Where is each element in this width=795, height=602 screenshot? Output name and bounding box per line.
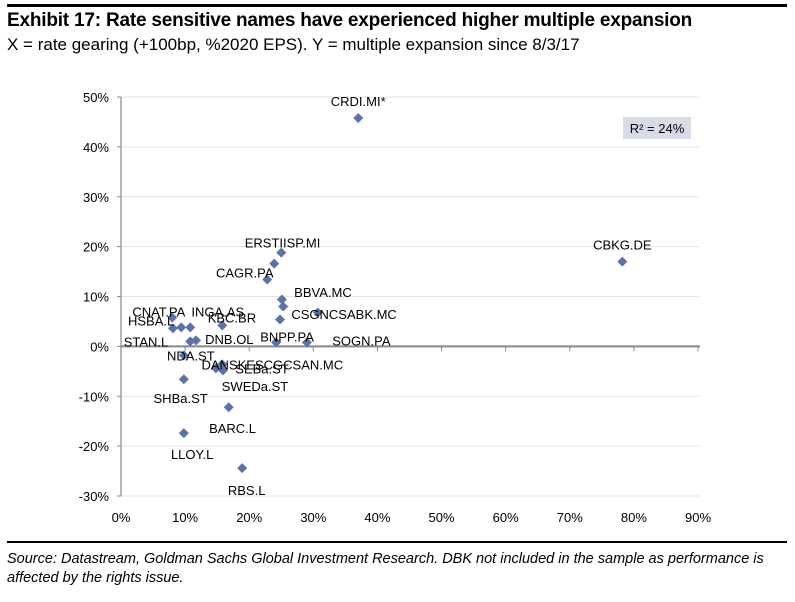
data-point xyxy=(271,337,282,348)
x-tick-label: 70% xyxy=(557,510,583,525)
point-label: SWEDa.ST xyxy=(222,379,289,394)
x-tick-label: 90% xyxy=(685,510,711,525)
data-point xyxy=(185,322,196,333)
point-label: HSBA.L xyxy=(128,313,174,328)
data-point xyxy=(176,322,187,333)
point-label: CRDI.MI* xyxy=(331,94,386,109)
data-point xyxy=(178,374,189,385)
chart-subtitle: X = rate gearing (+100bp, %2020 EPS). Y … xyxy=(7,35,580,54)
data-point xyxy=(278,301,289,312)
point-labels: CRDI.MI* CBKG.DE ERSTIISP.MI CAGR.PA BBVA.MC… xyxy=(124,94,652,498)
x-tick-label: 20% xyxy=(236,510,262,525)
point-label: SHBa.ST xyxy=(154,391,208,406)
point-label: STAN.L xyxy=(124,334,169,349)
axes xyxy=(117,96,700,497)
point-label: DANSKESCGCSAN.MC xyxy=(202,357,344,372)
data-point xyxy=(269,258,280,269)
x-tick-labels: 0% 10% 20% 30% 40% 50% 60% 70% 80% 90% xyxy=(112,510,712,525)
data-point xyxy=(274,314,285,325)
point-label: DNB.OL xyxy=(205,332,253,347)
data-point xyxy=(237,463,248,474)
y-tick-label: 10% xyxy=(83,290,109,305)
y-tick-label: -20% xyxy=(79,439,110,454)
data-point xyxy=(276,247,287,258)
data-point xyxy=(301,337,312,348)
y-tick-label: 0% xyxy=(90,339,109,354)
top-rule xyxy=(7,4,787,7)
annotation-text: R² = 24% xyxy=(630,121,685,136)
data-point xyxy=(178,350,189,361)
point-label: ERSTIISP.MI xyxy=(245,236,321,251)
y-tick-label: 50% xyxy=(83,90,109,105)
data-point xyxy=(617,256,628,267)
point-label: CSGNCSABK.MC xyxy=(291,307,396,322)
r-squared-annotation: R² = 24% xyxy=(623,117,691,139)
x-tick-label: 30% xyxy=(300,510,326,525)
point-label: CNAT.PA xyxy=(132,304,185,319)
x-tick-label: 60% xyxy=(493,510,519,525)
point-label: SEBa.ST xyxy=(235,361,289,376)
x-tick-label: 80% xyxy=(621,510,647,525)
data-point xyxy=(217,320,228,331)
bottom-rule xyxy=(7,541,787,543)
y-tick-label: 40% xyxy=(83,140,109,155)
point-label: NDA.ST xyxy=(167,348,215,363)
y-tick-label: -10% xyxy=(79,389,110,404)
point-label: KBC.BR xyxy=(208,310,256,325)
data-point xyxy=(217,359,228,370)
x-tick-label: 0% xyxy=(112,510,131,525)
y-tick-label: -30% xyxy=(79,489,110,504)
x-tick-label: 10% xyxy=(172,510,198,525)
data-point xyxy=(353,112,364,123)
x-tick-label: 40% xyxy=(364,510,390,525)
chart-title: Exhibit 17: Rate sensitive names have ex… xyxy=(7,10,693,31)
data-point xyxy=(185,336,196,347)
y-tick-label: 30% xyxy=(83,190,109,205)
point-label: BBVA.MC xyxy=(294,285,352,300)
annotation-box xyxy=(623,117,691,139)
data-point xyxy=(223,402,234,413)
data-point xyxy=(262,274,273,285)
x-tick-label: 50% xyxy=(429,510,455,525)
data-point xyxy=(167,312,178,323)
point-label: RBS.L xyxy=(228,483,266,498)
point-label: SOGN.PA xyxy=(332,333,391,348)
data-point xyxy=(217,365,228,376)
point-label: BARC.L xyxy=(209,421,256,436)
data-point xyxy=(167,323,178,334)
data-point xyxy=(210,363,221,374)
data-point xyxy=(312,307,323,318)
point-label: INGA.AS xyxy=(191,304,244,319)
data-point xyxy=(276,294,287,305)
point-label: LLOY.L xyxy=(171,447,213,462)
point-label: BNPP.PA xyxy=(260,329,314,344)
y-tick-label: 20% xyxy=(83,240,109,255)
gridlines xyxy=(121,96,700,497)
point-label: CAGR.PA xyxy=(216,266,274,281)
point-label: CBKG.DE xyxy=(593,238,652,253)
data-point xyxy=(178,428,189,439)
source-note: Source: Datastream, Goldman Sachs Global… xyxy=(7,551,764,586)
y-tick-labels: 50% 40% 30% 20% 10% 0% -10% -20% -30% xyxy=(79,90,110,504)
scatter-chart: 50% 40% 30% 20% 10% 0% -10% -20% -30% 0% 10% 20% 30… xyxy=(79,90,712,525)
data-points xyxy=(167,112,628,474)
